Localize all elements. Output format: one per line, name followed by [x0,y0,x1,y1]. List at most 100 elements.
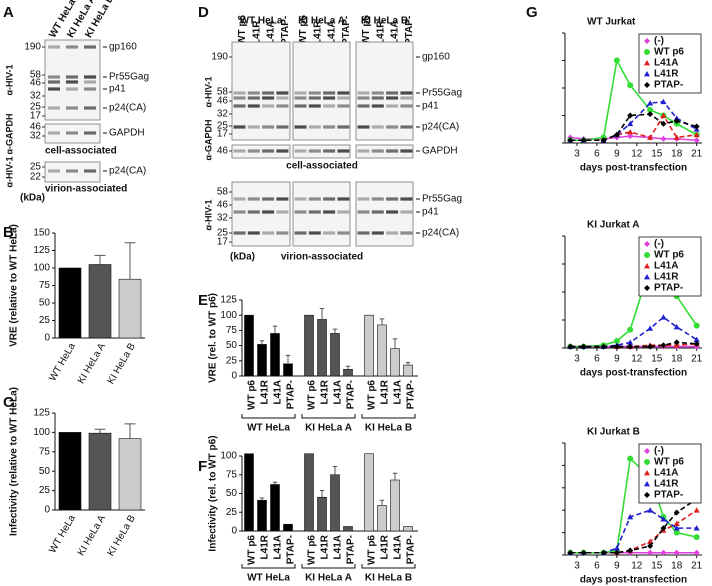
legend-label: (-) [654,446,664,457]
x-tick-label: 15 [651,561,663,572]
blot-band [66,87,78,91]
y-tick-label: 25 [226,355,238,366]
point [673,115,680,121]
blot-band [357,231,370,235]
group-bracket [361,414,416,419]
blot-band [84,87,96,91]
panel-letter: D [198,4,209,21]
x-tick-label: WT p6 [247,380,258,410]
blot-band [386,104,399,108]
point [613,549,620,556]
blot-band [233,149,246,153]
blot-band [84,169,96,173]
point [673,339,680,346]
point [693,507,700,513]
error-bar [94,428,106,434]
error-bar [319,308,325,320]
blot-band [66,75,78,79]
point [613,131,620,138]
bar [118,438,142,511]
legend-label: WT p6 [654,47,684,58]
blot-band [276,231,289,235]
blot-band [66,169,78,173]
blot-band [247,125,260,129]
error-bar [259,340,265,345]
y-tick-label: 50 [226,340,238,351]
point [647,111,654,118]
point [600,343,607,350]
blot-band [262,91,275,95]
blot-band [247,231,260,235]
x-tick-label: WT p6 [307,535,318,565]
y-tick-label: 100 [33,427,50,438]
blot-band [262,197,275,201]
x-tick-label: KI HeLa A [76,341,108,386]
y-tick-label: 100 [33,263,50,274]
marker-label: 17 [217,129,229,140]
point [627,339,634,345]
x-tick-label: 6 [594,354,600,365]
blot-band [247,210,260,214]
blot-band [386,231,399,235]
point [647,343,654,350]
blot-band [294,210,307,214]
blot-band [66,80,78,84]
group-bracket [301,564,356,569]
panel-letter: A [3,4,14,21]
blot-band [400,231,413,235]
blot-band [294,104,307,108]
band-label: GAPDH [109,128,145,139]
x-tick-label: L41R [380,379,391,404]
blot-band [294,96,307,100]
point [600,549,607,556]
group-label: KI HeLa B [361,16,408,27]
x-tick-label: 18 [671,354,683,365]
x-tick-label: PTAP- [286,535,297,564]
point [693,534,700,541]
legend-box [638,443,702,504]
error-bar [259,497,265,501]
point [580,343,587,350]
x-tick-label: L41A [273,380,284,404]
blot-band [66,45,78,49]
y-tick-label: 0 [44,505,50,516]
point [627,133,634,140]
blot-band [371,197,384,201]
blot-frame [292,144,351,159]
point [647,543,654,550]
point [660,112,667,118]
legend-label: L41A [654,468,678,479]
blot-band [400,91,413,95]
x-tick-label: WT HeLa [47,341,78,383]
blot-band [308,104,321,108]
blot-band [371,125,384,129]
antibody-label: α-GAPDH [4,113,14,154]
blot-band [337,104,350,108]
marker-label: 190 [24,42,41,53]
blot-band [262,96,275,100]
bar [403,364,413,377]
legend-label: L41R [654,272,679,283]
group-bracket [361,564,416,569]
x-tick-label: 18 [671,149,683,160]
point [567,137,574,144]
blot-band [262,104,275,108]
error-bar [272,481,278,485]
point [600,137,607,144]
blot-band [308,210,321,214]
y-tick-label: 0 [44,333,50,344]
x-tick-label: WT p6 [247,535,258,565]
group-label: KI HeLa B [365,573,412,584]
blot-band [276,197,289,201]
x-tick-label: PTAP- [406,380,417,409]
panel-letter: B [3,224,14,241]
y-tick-label: 125 [33,408,50,419]
x-tick-label: 12 [631,354,643,365]
chart-title: KI Jurkat B [587,427,640,438]
blot-band [262,125,275,129]
point [647,538,654,544]
x-axis-label: days post-transfection [580,163,687,174]
error-bar [94,254,106,265]
lane-label: L41A [266,21,277,45]
blot-band [337,197,350,201]
